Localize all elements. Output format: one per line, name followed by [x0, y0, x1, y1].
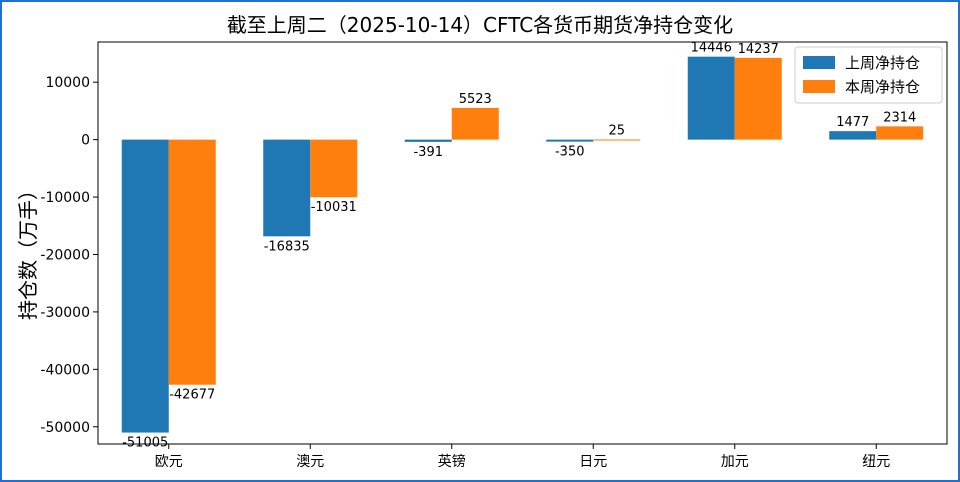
x-tick-label: 加元: [721, 454, 749, 470]
bar-last-week: [263, 139, 311, 237]
legend-entry: 上周净持仓: [845, 54, 920, 72]
bar-this-week: [876, 126, 924, 140]
legend-swatch: [803, 56, 835, 69]
y-tick-label: 0: [81, 133, 90, 149]
plot-area: -50000 -40000 -30000 -20000 -10000 0 10000 欧元 -5…: [40, 41, 948, 470]
y-tick-label: -40000: [40, 362, 90, 378]
legend-swatch: [803, 80, 835, 93]
y-tick-label: -10000: [40, 190, 90, 206]
bar-this-week: [310, 139, 358, 198]
data-label: -16835: [264, 239, 310, 254]
bar-last-week: [121, 139, 169, 433]
x-tick-label: 英镑: [438, 453, 466, 470]
x-tick-label: 澳元: [296, 454, 324, 470]
x-tick-label: 日元: [579, 454, 607, 470]
y-tick-label: 10000: [45, 75, 90, 91]
x-tick-label: 纽元: [862, 454, 890, 470]
data-label: 25: [608, 123, 625, 138]
data-label: 5523: [459, 92, 492, 107]
bar-this-week: [451, 107, 499, 140]
y-axis-label: 持仓数（万手）: [16, 180, 40, 320]
bar-this-week: [593, 139, 641, 141]
x-tick-label: 欧元: [155, 454, 183, 470]
data-label: 14237: [738, 42, 779, 57]
data-label: -350: [555, 145, 585, 160]
data-label: 2314: [883, 110, 916, 125]
y-tick-label: -20000: [40, 247, 90, 263]
y-tick-label: -30000: [40, 305, 90, 321]
y-tick-label: -50000: [40, 420, 90, 436]
bar-last-week: [687, 56, 735, 140]
data-label: -42677: [169, 388, 215, 403]
axes-frame: [97, 41, 948, 445]
bar-this-week: [734, 57, 782, 140]
data-label: -51005: [122, 436, 168, 451]
bar-this-week: [168, 139, 216, 385]
bar-last-week: [829, 131, 877, 140]
bar-last-week: [404, 139, 452, 142]
chart-title: 截至上周二（2025-10-14）CFTC各货币期货净持仓变化: [227, 13, 733, 37]
data-label: 14446: [691, 41, 732, 56]
legend-entry: 本周净持仓: [845, 78, 920, 96]
data-label: 1477: [836, 115, 869, 130]
data-label: -10031: [311, 200, 357, 215]
bar-last-week: [546, 139, 594, 142]
data-label: -391: [413, 145, 443, 160]
